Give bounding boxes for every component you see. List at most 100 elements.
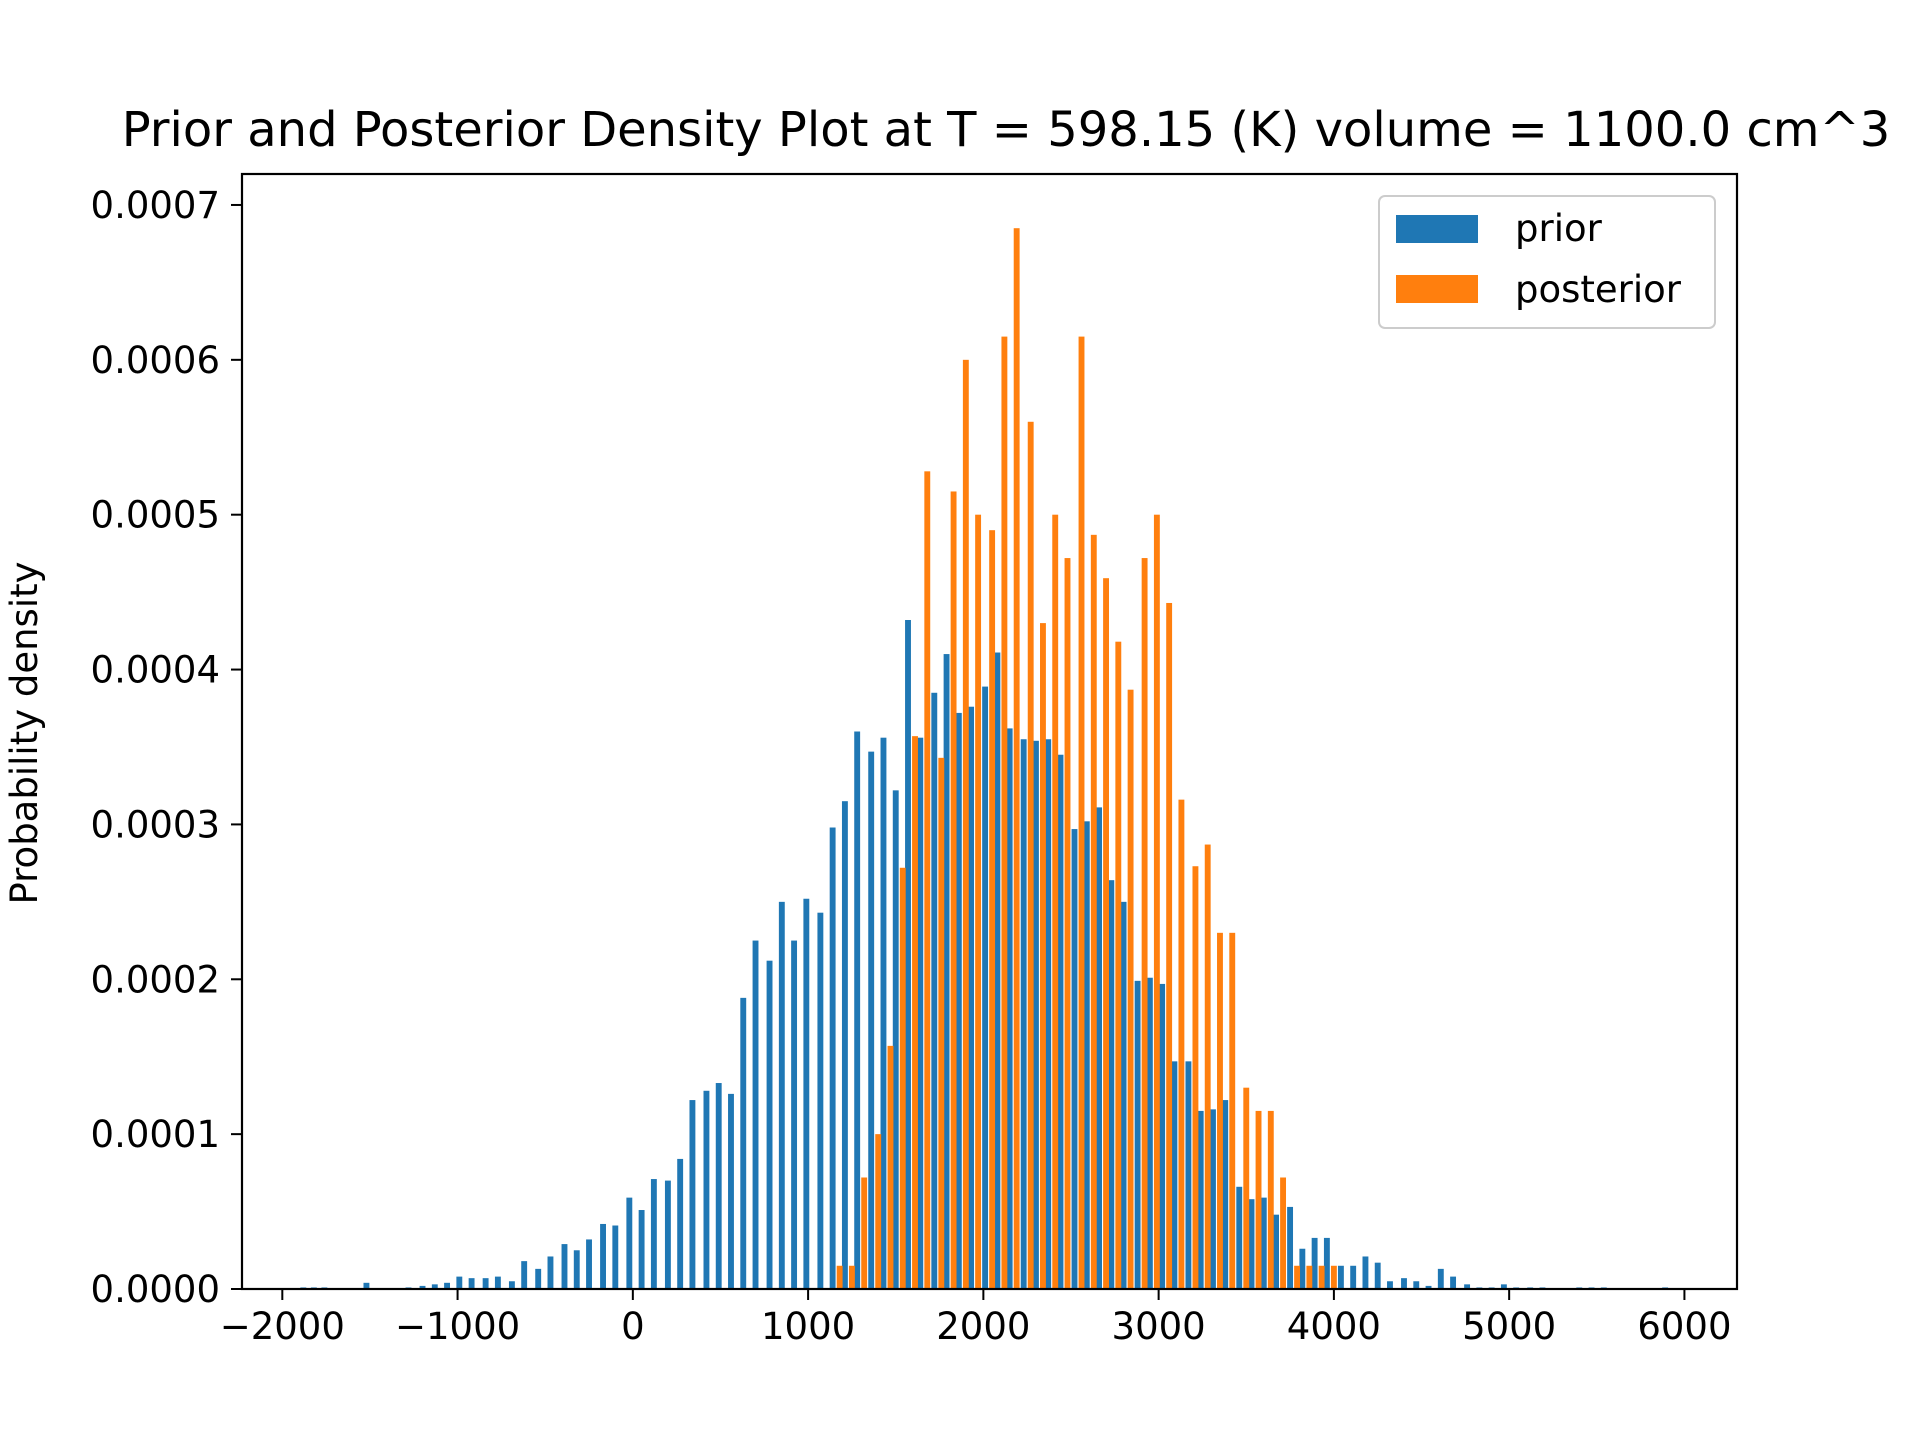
y-tick-label: 0.0004 (91, 649, 220, 692)
x-tick-label: 3000 (1112, 1305, 1206, 1348)
chart-title: Prior and Posterior Density Plot at T = … (122, 102, 1891, 158)
posterior-bar (1090, 534, 1097, 1289)
posterior-bar (1178, 799, 1185, 1289)
prior-bar (1108, 880, 1115, 1289)
posterior-bar (1064, 558, 1071, 1289)
prior-bar (880, 737, 887, 1289)
prior-bar (1146, 977, 1153, 1289)
prior-bar (803, 898, 810, 1289)
posterior-bar (1103, 578, 1109, 1289)
posterior-bar (1255, 1110, 1262, 1289)
posterior-bar (1306, 1265, 1313, 1289)
y-tick-label: 0.0001 (91, 1113, 220, 1156)
prior-bar (419, 1285, 426, 1289)
posterior-bar (950, 491, 957, 1290)
prior-bar (1222, 1100, 1229, 1289)
legend-label-prior: prior (1515, 207, 1603, 250)
prior-bar (1120, 901, 1127, 1289)
prior-bar (612, 1225, 619, 1289)
posterior-bar (1330, 1265, 1337, 1289)
posterior-bar (1192, 866, 1199, 1289)
prior-bar (586, 1239, 592, 1289)
prior-bar (752, 940, 759, 1289)
posterior-bar (1115, 641, 1122, 1289)
prior-bar (482, 1278, 489, 1289)
prior-bar (905, 620, 911, 1289)
y-tick-label: 0.0007 (91, 184, 220, 227)
posterior-bar (975, 514, 982, 1289)
posterior-bar (962, 359, 969, 1290)
prior-bar (1299, 1248, 1306, 1289)
prior-bar (817, 912, 824, 1289)
prior-bar (456, 1276, 463, 1289)
prior-bar (444, 1282, 450, 1289)
prior-bar (521, 1261, 528, 1290)
x-axis: −2000 −1000 0 1000 2000 3000 4000 5000 6000 (220, 1289, 1732, 1348)
prior-bar (740, 997, 747, 1289)
posterior-bar (848, 1265, 855, 1289)
y-tick-label: 0.0006 (91, 339, 220, 382)
prior-bar (1425, 1285, 1432, 1289)
prior-bar (573, 1250, 580, 1289)
posterior-bar (861, 1177, 868, 1289)
prior-bar (1311, 1237, 1318, 1289)
prior-bar (931, 692, 938, 1289)
prior-bar (1337, 1265, 1344, 1289)
prior-bar (600, 1223, 606, 1289)
posterior-bar (1153, 514, 1160, 1289)
prior-bar (561, 1244, 568, 1289)
posterior-bar (1127, 689, 1134, 1289)
prior-bars (300, 620, 1669, 1290)
y-tick-label: 0.0002 (91, 958, 220, 1001)
posterior-bar (1217, 932, 1223, 1289)
posterior-bar (1280, 1177, 1287, 1289)
prior-bar (1500, 1284, 1507, 1289)
legend-swatch-prior (1396, 215, 1478, 243)
posterior-bar (1166, 602, 1173, 1289)
prior-bar (982, 686, 989, 1289)
prior-bar (1071, 829, 1078, 1289)
x-tick-label: −1000 (395, 1305, 520, 1348)
posterior-bar (875, 1134, 882, 1289)
posterior-bar (938, 757, 945, 1289)
prior-bar (1045, 739, 1052, 1289)
prior-bar (1362, 1256, 1369, 1289)
prior-bar (1437, 1268, 1444, 1289)
prior-bar (1450, 1276, 1457, 1289)
prior-bar (664, 1180, 671, 1289)
prior-bar (829, 827, 836, 1289)
prior-bar (1197, 1110, 1204, 1289)
x-tick-label: 5000 (1462, 1305, 1556, 1348)
prior-bar (1273, 1214, 1279, 1289)
posterior-bar (899, 867, 906, 1289)
x-tick-label: −2000 (220, 1305, 345, 1348)
prior-bar (1057, 754, 1064, 1289)
prior-bar (508, 1281, 515, 1289)
x-tick-label: 0 (621, 1305, 645, 1348)
prior-bar (363, 1282, 370, 1289)
posterior-bar (989, 530, 996, 1289)
legend-label-posterior: posterior (1515, 268, 1682, 311)
prior-bar (892, 790, 899, 1289)
posterior-bar (1040, 623, 1046, 1289)
prior-bar (689, 1100, 696, 1289)
prior-bar (1033, 740, 1039, 1289)
legend: prior posterior (1378, 195, 1716, 329)
prior-bar (917, 737, 924, 1289)
posterior-bar (912, 736, 918, 1289)
prior-bar (1464, 1284, 1471, 1289)
prior-bar (943, 654, 950, 1289)
prior-bar (1134, 980, 1141, 1289)
prior-bar (1260, 1197, 1267, 1289)
prior-bar (494, 1276, 501, 1289)
plot-frame (240, 172, 1739, 1291)
prior-bar (1401, 1278, 1407, 1289)
x-tick-label: 1000 (761, 1305, 855, 1348)
prior-bar (1096, 807, 1102, 1289)
prior-bar (535, 1268, 542, 1289)
prior-bar (968, 706, 975, 1289)
prior-bar (468, 1278, 475, 1289)
y-tick-label: 0.0003 (91, 803, 220, 846)
prior-bar (841, 801, 848, 1289)
